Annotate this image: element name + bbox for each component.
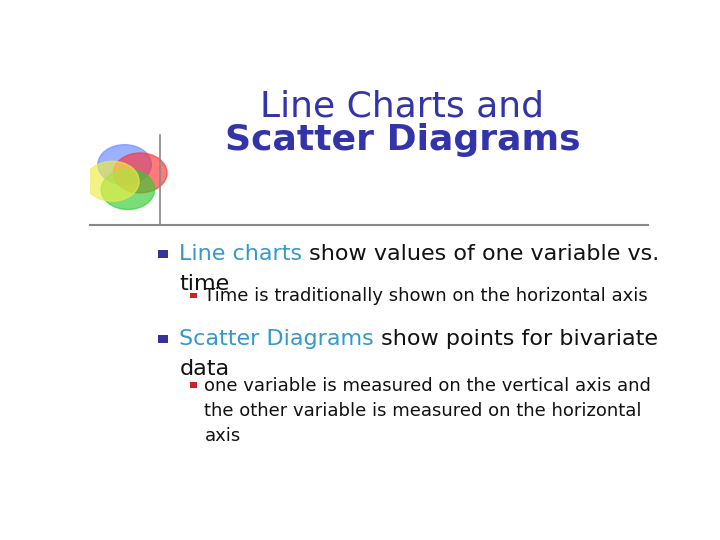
Text: Time is traditionally shown on the horizontal axis: Time is traditionally shown on the horiz… xyxy=(204,287,648,305)
Circle shape xyxy=(101,170,155,210)
FancyBboxPatch shape xyxy=(190,293,197,298)
Text: time: time xyxy=(179,274,230,294)
FancyBboxPatch shape xyxy=(158,250,168,258)
Circle shape xyxy=(98,145,151,185)
Circle shape xyxy=(114,153,167,193)
Text: Line charts: Line charts xyxy=(179,244,302,264)
Circle shape xyxy=(86,161,139,201)
Text: Line Charts and: Line Charts and xyxy=(261,90,544,123)
Text: show values of one variable vs.: show values of one variable vs. xyxy=(302,244,660,264)
FancyBboxPatch shape xyxy=(158,335,168,343)
Text: Scatter Diagrams: Scatter Diagrams xyxy=(179,329,374,349)
Text: show points for bivariate: show points for bivariate xyxy=(374,329,658,349)
Text: one variable is measured on the vertical axis and
the other variable is measured: one variable is measured on the vertical… xyxy=(204,377,652,444)
Text: Scatter Diagrams: Scatter Diagrams xyxy=(225,123,580,157)
Text: data: data xyxy=(179,359,230,379)
FancyBboxPatch shape xyxy=(190,382,197,388)
